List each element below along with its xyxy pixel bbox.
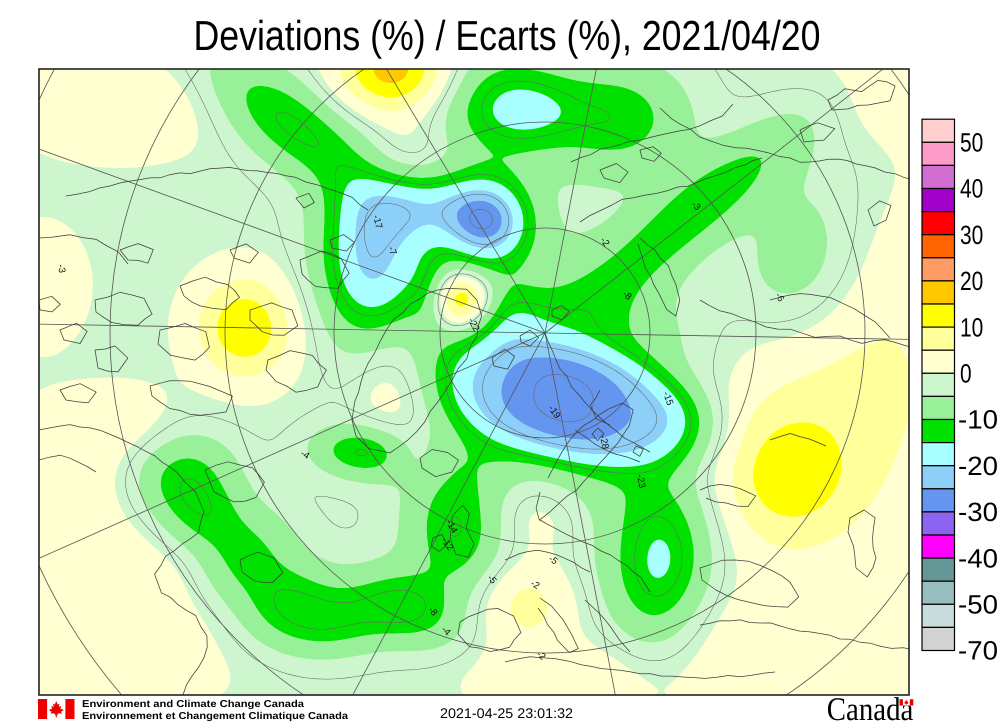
svg-text:2021-04-25 23:01:32: 2021-04-25 23:01:32 (440, 705, 573, 721)
svg-text:Environment and Climate Change: Environment and Climate Change Canada (82, 699, 304, 710)
svg-text:-70: -70 (958, 636, 998, 666)
svg-text:-50: -50 (958, 590, 998, 620)
svg-text:30: 30 (960, 220, 983, 250)
svg-text:Environnement et Changement Cl: Environnement et Changement Climatique C… (82, 711, 348, 722)
svg-text:-17: -17 (370, 214, 384, 230)
svg-text:-20: -20 (958, 451, 998, 481)
svg-text:10: 10 (960, 312, 983, 342)
svg-text:-40: -40 (958, 543, 998, 573)
svg-text:-23: -23 (634, 474, 647, 489)
svg-text:-10: -10 (958, 405, 998, 435)
svg-text:0: 0 (960, 359, 972, 389)
svg-text:20: 20 (960, 266, 983, 296)
svg-text:-7: -7 (385, 245, 398, 257)
svg-text:-15: -15 (660, 390, 675, 407)
svg-text:50: 50 (960, 128, 983, 158)
svg-text:40: 40 (960, 174, 983, 204)
svg-text:-28: -28 (597, 434, 611, 450)
svg-text:-30: -30 (958, 497, 998, 527)
svg-text:Deviations (%) / Ecarts (%), 2: Deviations (%) / Ecarts (%), 2021/04/20 (194, 12, 821, 59)
svg-text:-3: -3 (55, 264, 67, 274)
svg-text:Canada: Canada (827, 692, 914, 726)
